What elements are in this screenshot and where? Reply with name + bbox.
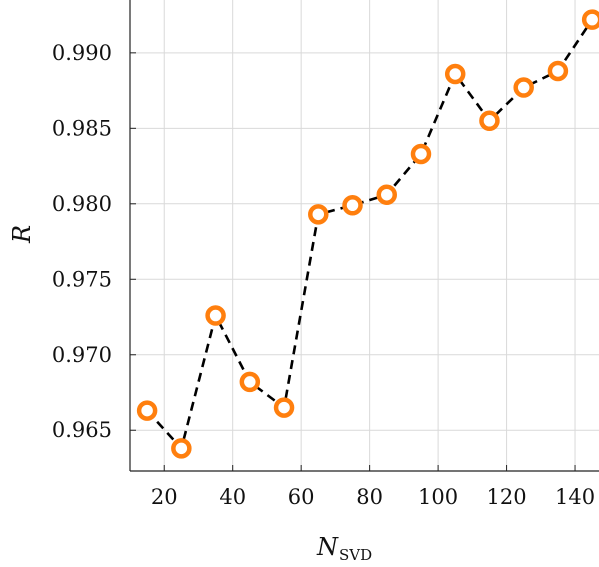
grid-lines — [130, 0, 599, 471]
x-tick-label: 120 — [487, 485, 527, 509]
y-tick-label: 0.965 — [52, 418, 112, 442]
data-point — [376, 184, 398, 205]
data-point — [136, 400, 158, 421]
y-tick-label: 0.970 — [52, 343, 112, 367]
data-point — [444, 63, 466, 85]
y-axis-label: R — [8, 225, 36, 244]
data-point — [239, 371, 261, 393]
x-tick-label: 60 — [288, 485, 315, 509]
x-tick-label: 100 — [418, 485, 458, 509]
data-point — [513, 77, 534, 98]
x-axis-label: N — [316, 533, 339, 561]
x-tick-label: 20 — [151, 485, 178, 509]
data-points — [136, 9, 599, 459]
x-tick-label: 140 — [555, 485, 595, 509]
y-tick-label: 0.985 — [52, 116, 112, 140]
y-tick-label: 0.980 — [52, 192, 112, 216]
data-point — [171, 438, 192, 459]
y-tick-label: 0.975 — [52, 267, 112, 291]
data-point — [342, 195, 363, 216]
x-axis-label-subscript: SVD — [339, 546, 372, 564]
data-point — [479, 110, 500, 132]
data-point — [273, 397, 295, 418]
y-tick-label: 0.990 — [52, 41, 112, 65]
data-point — [308, 204, 329, 225]
data-point — [547, 60, 569, 82]
y-tick-labels: 0.965 0.970 0.975 0.980 0.985 0.990 — [52, 41, 112, 442]
axes — [129, 0, 599, 472]
data-point — [581, 9, 599, 30]
x-tick-labels: 20 40 60 80 100 120 140 — [151, 485, 595, 509]
data-point — [410, 143, 432, 165]
x-tick-label: 40 — [219, 485, 246, 509]
x-tick-label: 80 — [356, 485, 383, 509]
data-point — [205, 305, 226, 326]
